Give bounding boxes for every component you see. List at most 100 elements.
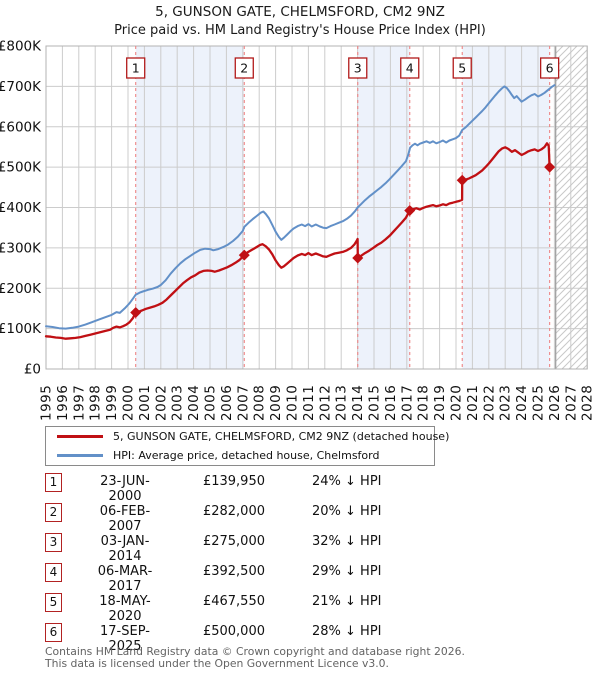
svg-text:2024: 2024 [514, 385, 530, 421]
svg-text:£200K: £200K [0, 281, 42, 297]
transaction-row: 5 18-MAY-2020 £467,550 21% ↓ HPI [45, 593, 445, 624]
transaction-number-badge: 5 [45, 593, 62, 612]
svg-text:3: 3 [354, 61, 362, 76]
svg-text:£100K: £100K [0, 321, 42, 337]
transaction-price: £392,500 [202, 564, 265, 579]
svg-text:1997: 1997 [71, 385, 87, 421]
legend-line-swatch [57, 454, 103, 457]
svg-text:2013: 2013 [334, 385, 350, 421]
svg-text:2002: 2002 [153, 385, 169, 421]
svg-text:2028: 2028 [580, 385, 596, 421]
price-history-chart: 1 2 3 4 5 6 £0 £100K £200K £300K £400K £500K £600K £7… [0, 39, 596, 422]
svg-text:1996: 1996 [55, 385, 71, 421]
transaction-date: 23-JUN-2000 [100, 474, 150, 504]
svg-text:2023: 2023 [498, 385, 514, 421]
transaction-date: 18-MAY-2020 [99, 594, 151, 624]
sale-markers [130, 161, 556, 318]
plot-border [45, 45, 588, 370]
svg-text:2015: 2015 [367, 385, 383, 421]
legend-line-swatch [57, 435, 103, 438]
svg-text:£800K: £800K [0, 39, 42, 55]
svg-text:2021: 2021 [465, 385, 481, 421]
svg-text:2014: 2014 [350, 385, 366, 421]
footer-line-2: This data is licensed under the Open Gov… [45, 656, 389, 670]
legend-item-label: HPI: Average price, detached house, Chel… [113, 449, 380, 462]
transaction-vs-hpi: 21% ↓ HPI [312, 594, 382, 609]
transaction-date: 17-SEP-2025 [100, 624, 150, 654]
svg-text:£700K: £700K [0, 79, 42, 95]
transaction-row: 4 06-MAR-2017 £392,500 29% ↓ HPI [45, 563, 445, 594]
svg-text:2: 2 [240, 61, 248, 76]
transaction-vs-hpi: 24% ↓ HPI [312, 474, 382, 489]
y-axis-labels: £0 £100K £200K £300K £400K £500K £600K £700K £80… [0, 39, 42, 378]
transaction-vs-hpi: 29% ↓ HPI [312, 564, 382, 579]
svg-text:£600K: £600K [0, 119, 42, 135]
svg-text:2019: 2019 [432, 385, 448, 421]
svg-text:2006: 2006 [219, 385, 235, 421]
svg-text:2005: 2005 [203, 385, 219, 421]
transaction-date: 03-JAN-2014 [100, 534, 150, 564]
transaction-date: 06-MAR-2017 [97, 564, 153, 594]
future-hatch-region [555, 46, 588, 369]
svg-text:£500K: £500K [0, 160, 42, 176]
svg-text:1998: 1998 [88, 385, 104, 421]
svg-text:2016: 2016 [383, 385, 399, 421]
svg-text:2011: 2011 [301, 385, 317, 421]
transaction-number-badge: 3 [45, 533, 62, 552]
transaction-date: 06-FEB-2007 [99, 504, 151, 534]
svg-text:2026: 2026 [547, 385, 563, 421]
transaction-price: £139,950 [202, 474, 265, 489]
svg-text:2007: 2007 [235, 385, 251, 421]
transaction-vs-hpi: 28% ↓ HPI [312, 624, 382, 639]
svg-text:1: 1 [132, 61, 140, 76]
price-series-line [44, 142, 551, 340]
page-title: 5, GUNSON GATE, CHELMSFORD, CM2 9NZ [155, 4, 445, 20]
svg-text:2022: 2022 [481, 385, 497, 421]
transaction-price: £467,550 [202, 594, 265, 609]
svg-text:2004: 2004 [186, 385, 202, 421]
svg-text:2025: 2025 [531, 385, 547, 421]
svg-text:£300K: £300K [0, 240, 42, 256]
transaction-price: £500,000 [202, 624, 265, 639]
svg-text:2001: 2001 [137, 385, 153, 421]
legend-item: 5, GUNSON GATE, CHELMSFORD, CM2 9NZ (det… [46, 427, 449, 446]
svg-text:2017: 2017 [399, 385, 415, 421]
legend: 5, GUNSON GATE, CHELMSFORD, CM2 9NZ (det… [45, 426, 449, 466]
footer-line-1: Contains HM Land Registry data © Crown c… [45, 645, 465, 658]
legend-item: HPI: Average price, detached house, Chel… [46, 446, 434, 465]
transaction-number-badge: 1 [45, 473, 62, 492]
svg-text:2009: 2009 [268, 385, 284, 421]
x-axis-labels: 1995 1996 1997 1998 1999 2000 2001 2002 2003 2004… [39, 385, 596, 421]
svg-text:2027: 2027 [563, 385, 579, 421]
transaction-price: £282,000 [202, 504, 265, 519]
hpi-series-line [45, 84, 556, 330]
page-subtitle: Price paid vs. HM Land Registry's House … [114, 23, 486, 38]
transaction-number-badge: 2 [45, 503, 62, 522]
svg-text:2003: 2003 [170, 385, 186, 421]
sale-number-boxes: 1 2 3 4 5 6 [126, 57, 560, 79]
svg-text:£0: £0 [24, 362, 41, 378]
svg-text:4: 4 [406, 61, 414, 76]
transaction-vs-hpi: 20% ↓ HPI [312, 504, 382, 519]
transaction-row: 3 03-JAN-2014 £275,000 32% ↓ HPI [45, 533, 445, 564]
transaction-number-badge: 4 [45, 563, 62, 582]
svg-text:2012: 2012 [317, 385, 333, 421]
svg-text:2000: 2000 [121, 385, 137, 421]
svg-text:2020: 2020 [449, 385, 465, 421]
svg-text:£400K: £400K [0, 200, 42, 216]
svg-text:1999: 1999 [104, 385, 120, 421]
svg-text:6: 6 [546, 61, 554, 76]
transaction-row: 6 17-SEP-2025 £500,000 28% ↓ HPI [45, 623, 445, 654]
legend-item-label: 5, GUNSON GATE, CHELMSFORD, CM2 9NZ (det… [113, 430, 450, 443]
footer: Contains HM Land Registry data © Crown c… [45, 646, 585, 669]
transaction-price: £275,000 [202, 534, 265, 549]
transaction-number-badge: 6 [45, 623, 62, 642]
transaction-vs-hpi: 32% ↓ HPI [312, 534, 382, 549]
svg-text:2008: 2008 [252, 385, 268, 421]
svg-text:2010: 2010 [285, 385, 301, 421]
svg-text:1995: 1995 [39, 385, 55, 421]
svg-text:2018: 2018 [416, 385, 432, 421]
transaction-row: 1 23-JUN-2000 £139,950 24% ↓ HPI [45, 473, 445, 504]
svg-text:5: 5 [458, 61, 466, 76]
transaction-row: 2 06-FEB-2007 £282,000 20% ↓ HPI [45, 503, 445, 534]
